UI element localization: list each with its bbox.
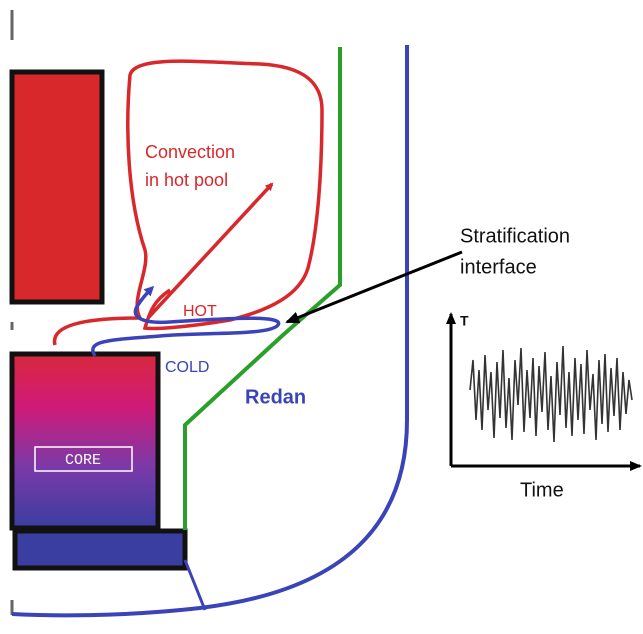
core xyxy=(12,354,158,528)
redan-label: Redan xyxy=(245,386,306,408)
lower-block xyxy=(15,531,185,568)
temperature-trace xyxy=(470,346,632,442)
convection-label: Convection xyxy=(145,142,235,162)
hot-label: HOT xyxy=(183,303,217,320)
diagram: CORE Convection in hot pool Stratificati… xyxy=(0,0,643,634)
stratification-label: Stratification xyxy=(460,225,570,247)
convection-label: in hot pool xyxy=(145,170,228,190)
support xyxy=(185,560,205,610)
core-label: CORE xyxy=(65,452,101,469)
plot-x-label: Time xyxy=(520,479,564,501)
stratification-arrow xyxy=(287,252,462,322)
redan-line xyxy=(185,47,340,530)
cold-flow xyxy=(93,288,279,356)
stratification-label: interface xyxy=(460,256,537,278)
plot-y-label: T xyxy=(460,313,469,329)
convection-arrow xyxy=(148,184,272,318)
cold-label: COLD xyxy=(165,359,209,376)
hot-block xyxy=(12,72,102,302)
